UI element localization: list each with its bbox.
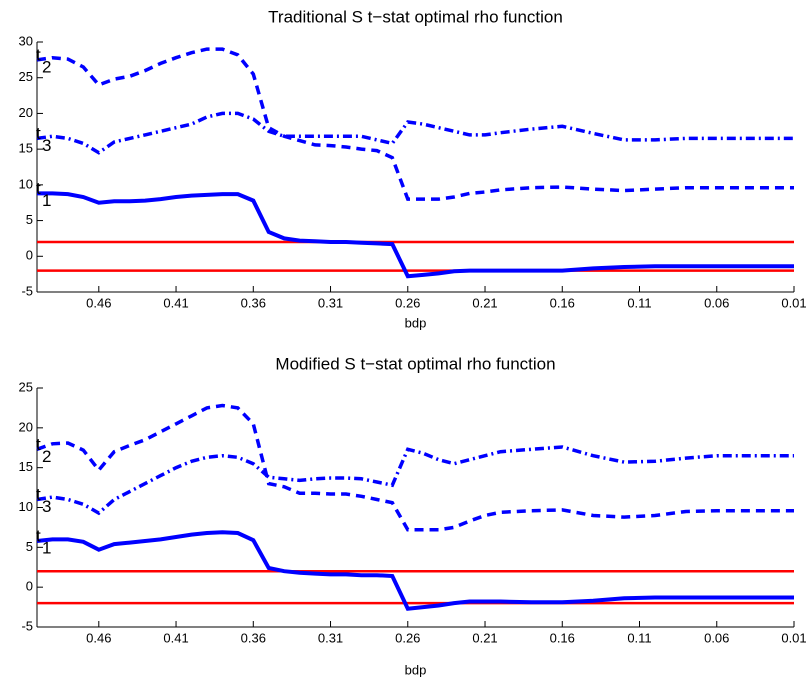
series-label-subscript: 2 — [42, 57, 51, 76]
series-label: t — [36, 526, 41, 545]
y-tick-label: 0 — [26, 579, 33, 594]
series-label-subscript: 1 — [42, 191, 51, 210]
y-tick-label: 5 — [26, 539, 33, 554]
x-tick-label: 0.16 — [550, 295, 575, 310]
y-tick-label: 10 — [19, 176, 33, 191]
x-tick-label: 0.26 — [395, 630, 420, 645]
series-line — [37, 191, 794, 279]
series-label: t — [36, 485, 41, 504]
x-tick-label: 0.11 — [627, 295, 651, 310]
series-label: t — [36, 435, 41, 454]
x-tick-label: 0.31 — [318, 295, 343, 310]
x-tick-label: 0.36 — [241, 630, 266, 645]
x-tick-label: 0.46 — [86, 630, 111, 645]
x-tick-label: 0.46 — [86, 295, 111, 310]
x-tick-label: 0.01 — [781, 630, 806, 645]
series-line — [36, 47, 794, 201]
y-tick-label: 0 — [26, 248, 33, 263]
series-label-subscript: 3 — [42, 136, 51, 155]
y-tick-label: 5 — [26, 212, 33, 227]
x-tick-label: 0.11 — [627, 630, 651, 645]
y-tick-label: -5 — [21, 283, 33, 298]
x-tick-label: 0.26 — [395, 295, 420, 310]
x-tick-label: 0.06 — [704, 295, 729, 310]
y-tick-label: 15 — [19, 459, 33, 474]
x-tick-label: 0.16 — [550, 630, 575, 645]
y-tick-label: 15 — [19, 141, 33, 156]
series-line — [36, 530, 794, 611]
series-line — [36, 111, 794, 155]
x-tick-label: 0.41 — [163, 295, 188, 310]
series-label: t — [36, 179, 41, 198]
y-tick-label: 10 — [19, 499, 33, 514]
series-label-subscript: 3 — [42, 497, 51, 516]
y-tick-label: 25 — [19, 69, 33, 84]
series-line — [36, 403, 794, 532]
y-tick-label: -5 — [21, 618, 33, 633]
x-tick-label: 0.01 — [781, 295, 806, 310]
y-tick-label: 25 — [19, 379, 33, 394]
x-tick-label: 0.36 — [241, 295, 266, 310]
x-tick-label: 0.21 — [472, 295, 497, 310]
chart-title: Modified S t−stat optimal rho function — [275, 354, 555, 373]
series-label-subscript: 2 — [42, 447, 51, 466]
y-tick-label: 30 — [19, 33, 33, 48]
x-tick-label: 0.21 — [472, 630, 497, 645]
x-tick-label: 0.06 — [704, 630, 729, 645]
series-label-subscript: 1 — [42, 538, 51, 557]
series-label: t — [36, 124, 41, 143]
x-tick-label: 0.41 — [163, 630, 188, 645]
y-tick-label: 20 — [19, 419, 33, 434]
x-tick-label: 0.31 — [318, 630, 343, 645]
series-line — [36, 445, 794, 516]
y-tick-label: 20 — [19, 105, 33, 120]
series-label: t — [36, 45, 41, 64]
x-axis-label: bdp — [405, 662, 427, 677]
x-axis-label: bdp — [405, 315, 427, 330]
chart-title: Traditional S t−stat optimal rho functio… — [268, 7, 563, 26]
